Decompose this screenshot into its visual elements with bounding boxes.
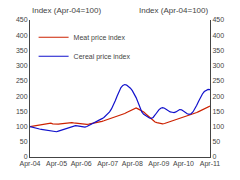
svg-text:200: 200 <box>212 93 224 100</box>
svg-text:Index (Apr-04=100): Index (Apr-04=100) <box>139 6 208 15</box>
svg-text:400: 400 <box>212 32 224 39</box>
svg-text:300: 300 <box>212 62 224 69</box>
svg-text:150: 150 <box>16 108 28 115</box>
svg-text:450: 450 <box>16 16 28 23</box>
svg-text:Meat price index: Meat price index <box>74 34 126 42</box>
svg-text:450: 450 <box>212 16 224 23</box>
svg-text:0: 0 <box>212 153 216 160</box>
svg-text:250: 250 <box>212 77 224 84</box>
svg-text:150: 150 <box>212 108 224 115</box>
svg-text:Apr-10: Apr-10 <box>173 160 194 168</box>
svg-text:Apr-07: Apr-07 <box>97 160 118 168</box>
svg-text:100: 100 <box>16 123 28 130</box>
svg-text:Cereal price index: Cereal price index <box>74 53 131 61</box>
svg-text:350: 350 <box>212 47 224 54</box>
svg-text:Apr-08: Apr-08 <box>122 160 143 168</box>
svg-text:Apr-04: Apr-04 <box>19 160 40 168</box>
svg-text:50: 50 <box>20 138 28 145</box>
svg-text:Index (Apr-04=100): Index (Apr-04=100) <box>32 6 101 15</box>
svg-text:Apr-06: Apr-06 <box>71 160 92 168</box>
svg-text:300: 300 <box>16 62 28 69</box>
svg-text:250: 250 <box>16 77 28 84</box>
svg-text:Apr-11: Apr-11 <box>200 160 221 168</box>
svg-text:200: 200 <box>16 93 28 100</box>
svg-text:Apr-09: Apr-09 <box>148 160 169 168</box>
svg-text:Apr-05: Apr-05 <box>46 160 67 168</box>
svg-text:50: 50 <box>212 138 220 145</box>
svg-text:400: 400 <box>16 32 28 39</box>
svg-text:0: 0 <box>24 153 28 160</box>
svg-text:350: 350 <box>16 47 28 54</box>
svg-text:100: 100 <box>212 123 224 130</box>
